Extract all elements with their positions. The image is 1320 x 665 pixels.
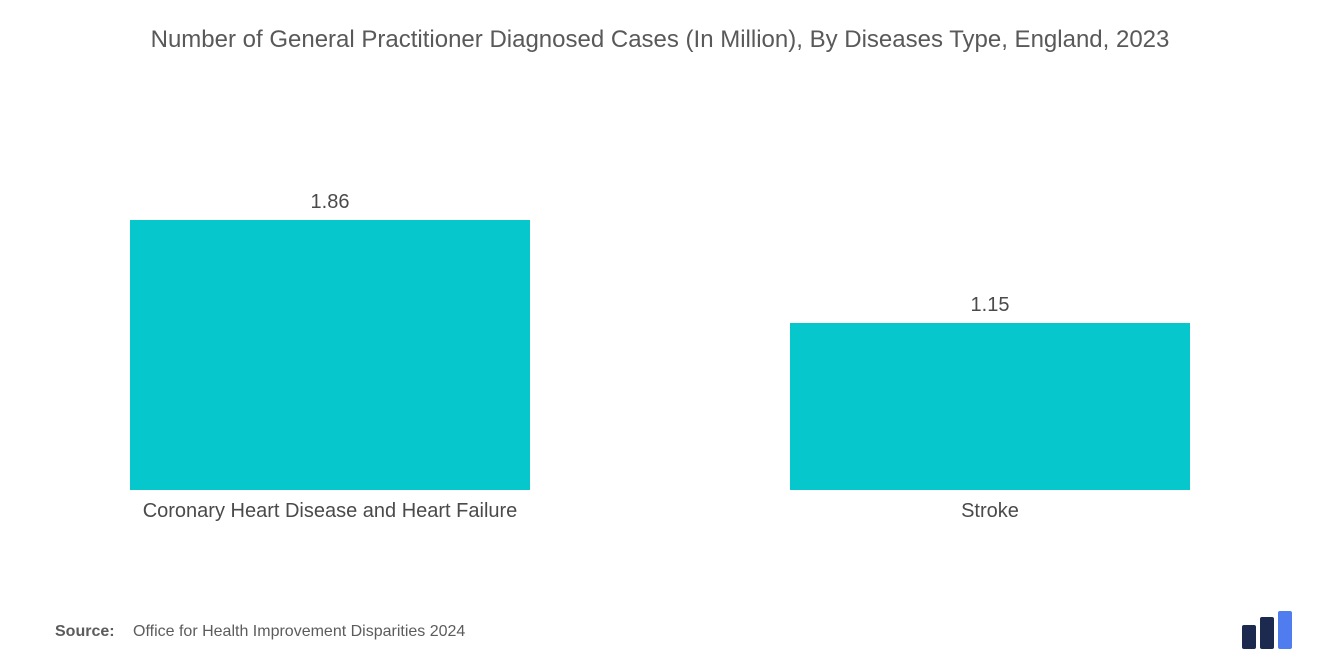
bar-value-label-0: 1.86 [130, 191, 530, 214]
source-label: Source: [55, 623, 115, 640]
bar-category-label-1: Stroke [961, 500, 1019, 523]
bars-container: 1.86 Coronary Heart Disease and Heart Fa… [80, 130, 1240, 490]
bar-value-label-1: 1.15 [790, 294, 1190, 317]
bar-1 [790, 323, 1190, 490]
bar-group-1: 1.15 Stroke [790, 294, 1190, 490]
logo-icon [1242, 611, 1296, 649]
bar-category-label-0: Coronary Heart Disease and Heart Failure [143, 500, 518, 523]
bar-group-0: 1.86 Coronary Heart Disease and Heart Fa… [130, 191, 530, 490]
bar-0 [130, 220, 530, 490]
chart-plot-area: 1.86 Coronary Heart Disease and Heart Fa… [0, 130, 1320, 530]
chart-title: Number of General Practitioner Diagnosed… [0, 0, 1320, 56]
source-footer: Source: Office for Health Improvement Di… [55, 623, 465, 641]
brand-logo [1242, 611, 1296, 649]
source-text: Office for Health Improvement Disparitie… [133, 623, 465, 640]
